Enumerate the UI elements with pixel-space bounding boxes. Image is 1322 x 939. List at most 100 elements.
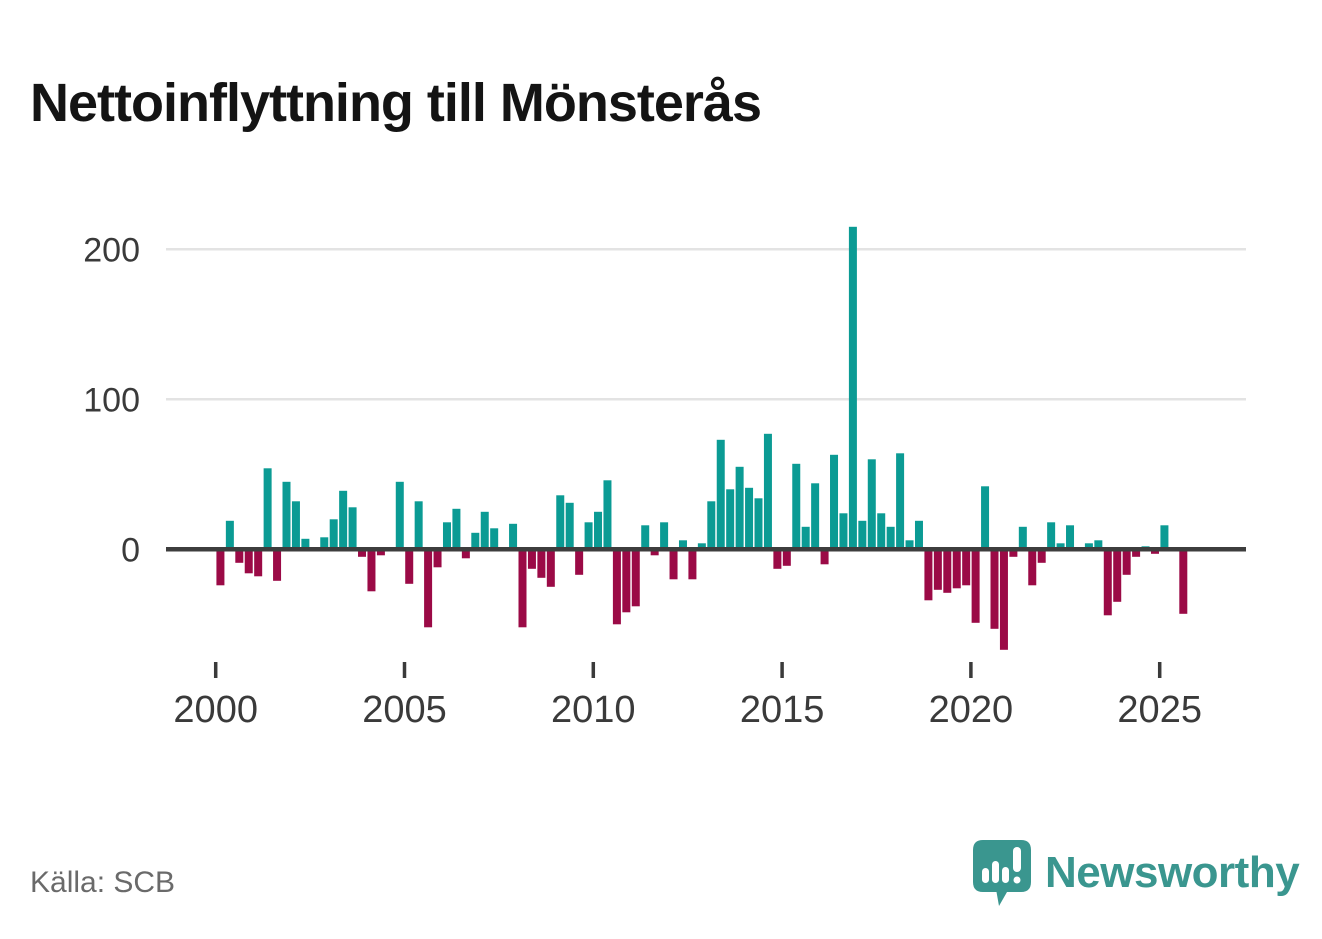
bar-2006Q2: [452, 508, 461, 550]
bar-2010Q1: [594, 511, 603, 550]
bar-2009Q2: [565, 502, 574, 550]
bar-2006Q1: [442, 522, 451, 550]
bar-2021Q1: [1009, 549, 1018, 557]
bar-2004Q1: [367, 549, 376, 592]
bar-2005Q1: [405, 549, 414, 584]
bar-2003Q4: [358, 549, 367, 557]
bar-2023Q4: [1113, 549, 1122, 602]
bar-2017Q1: [858, 520, 867, 550]
bar-2002Q4: [320, 537, 329, 550]
bar-2015Q1: [782, 549, 791, 566]
bar-2019Q4: [962, 549, 971, 586]
bar-2005Q2: [414, 501, 423, 550]
bar-2002Q2: [301, 538, 310, 550]
bar-2025Q3: [1179, 549, 1188, 614]
bar-2021Q2: [1018, 526, 1027, 550]
bar-2018Q1: [896, 453, 905, 550]
bar-2000Q2: [225, 520, 234, 550]
bar-2015Q4: [811, 483, 820, 550]
bar-2019Q3: [952, 549, 961, 589]
bar-2020Q1: [971, 549, 980, 623]
bar-2013Q3: [726, 489, 735, 550]
newsworthy-logo: Newsworthy: [973, 840, 1300, 906]
bar-2000Q1: [216, 549, 225, 586]
bar-2016Q3: [839, 513, 848, 550]
bar-2015Q3: [801, 526, 810, 550]
bar-2011Q2: [641, 525, 650, 550]
bar-2001Q1: [254, 549, 263, 577]
x-axis-label-2000: 2000: [173, 689, 258, 731]
newsworthy-logo-text: Newsworthy: [1045, 848, 1300, 897]
bar-2017Q2: [867, 459, 876, 550]
bar-2001Q2: [263, 468, 272, 550]
bar-2021Q4: [1037, 549, 1046, 563]
bar-2004Q4: [395, 481, 404, 550]
bar-2007Q1: [480, 511, 489, 550]
x-axis-label-2020: 2020: [929, 689, 1014, 731]
bar-2008Q2: [527, 549, 536, 569]
bar-2014Q2: [754, 498, 763, 550]
bar-2001Q4: [282, 481, 291, 550]
bar-2017Q4: [886, 526, 895, 550]
bar-2003Q3: [348, 507, 357, 550]
bar-2014Q1: [745, 487, 754, 550]
bar-2019Q1: [933, 549, 942, 590]
bar-2011Q1: [631, 549, 640, 607]
bar-2024Q2: [1132, 549, 1141, 557]
bar-2006Q4: [471, 532, 480, 550]
bar-2000Q4: [244, 549, 253, 574]
bar-2001Q3: [273, 549, 282, 581]
source-attribution: Källa: SCB: [30, 866, 176, 899]
bar-2009Q1: [556, 495, 565, 550]
bar-2003Q2: [339, 490, 348, 550]
bar-2009Q4: [584, 522, 593, 550]
bar-2000Q3: [235, 549, 244, 563]
bar-2022Q1: [1047, 522, 1056, 550]
bar-2025Q1: [1160, 525, 1169, 550]
bar-2005Q3: [424, 549, 433, 628]
bar-2006Q3: [461, 549, 470, 559]
bar-2020Q2: [981, 486, 990, 550]
bar-2012Q1: [669, 549, 678, 580]
bar-2016Q4: [848, 226, 857, 550]
bar-2018Q4: [924, 549, 933, 601]
bar-2011Q4: [660, 522, 669, 550]
bar-2013Q1: [707, 501, 716, 550]
bar-2022Q3: [1066, 525, 1075, 550]
bar-2002Q1: [291, 501, 300, 550]
chart-title: Nettoinflyttning till Mönsterås: [30, 73, 762, 134]
bar-2010Q4: [622, 549, 631, 613]
bar-2004Q2: [376, 549, 385, 556]
bar-2007Q4: [509, 523, 518, 550]
bar-2017Q3: [877, 513, 886, 550]
y-axis-label-200: 200: [83, 231, 140, 269]
net-migration-bar-chart: 0 100 200 2000 2005 2010 2015 2020 2025: [83, 226, 1246, 731]
x-axis-label-2010: 2010: [551, 689, 636, 731]
bar-2014Q3: [763, 433, 772, 550]
bar-2020Q3: [990, 549, 999, 629]
y-axis-label-0: 0: [121, 531, 140, 569]
bar-2008Q1: [518, 549, 527, 628]
bar-2011Q3: [650, 549, 659, 556]
bar-2012Q3: [688, 549, 697, 580]
bar-2012Q2: [678, 540, 687, 550]
bar-2023Q3: [1103, 549, 1112, 616]
bar-2018Q3: [914, 520, 923, 550]
bar-2008Q3: [537, 549, 546, 578]
bar-2003Q1: [329, 519, 338, 550]
y-axis-label-100: 100: [83, 381, 140, 419]
bar-2012Q4: [697, 543, 706, 550]
bar-2010Q2: [603, 480, 612, 550]
bar-2023Q2: [1094, 540, 1103, 550]
bar-2007Q2: [490, 528, 499, 550]
bar-2013Q4: [735, 466, 744, 550]
bar-2019Q2: [943, 549, 952, 593]
x-axis-label-2005: 2005: [362, 689, 447, 731]
bar-2016Q1: [820, 549, 829, 565]
bar-2005Q4: [433, 549, 442, 568]
bar-2020Q4: [999, 549, 1008, 650]
newsworthy-speech-bubble-chart-icon: [973, 840, 1031, 906]
bar-2022Q2: [1056, 543, 1065, 550]
bar-2008Q4: [546, 549, 555, 587]
